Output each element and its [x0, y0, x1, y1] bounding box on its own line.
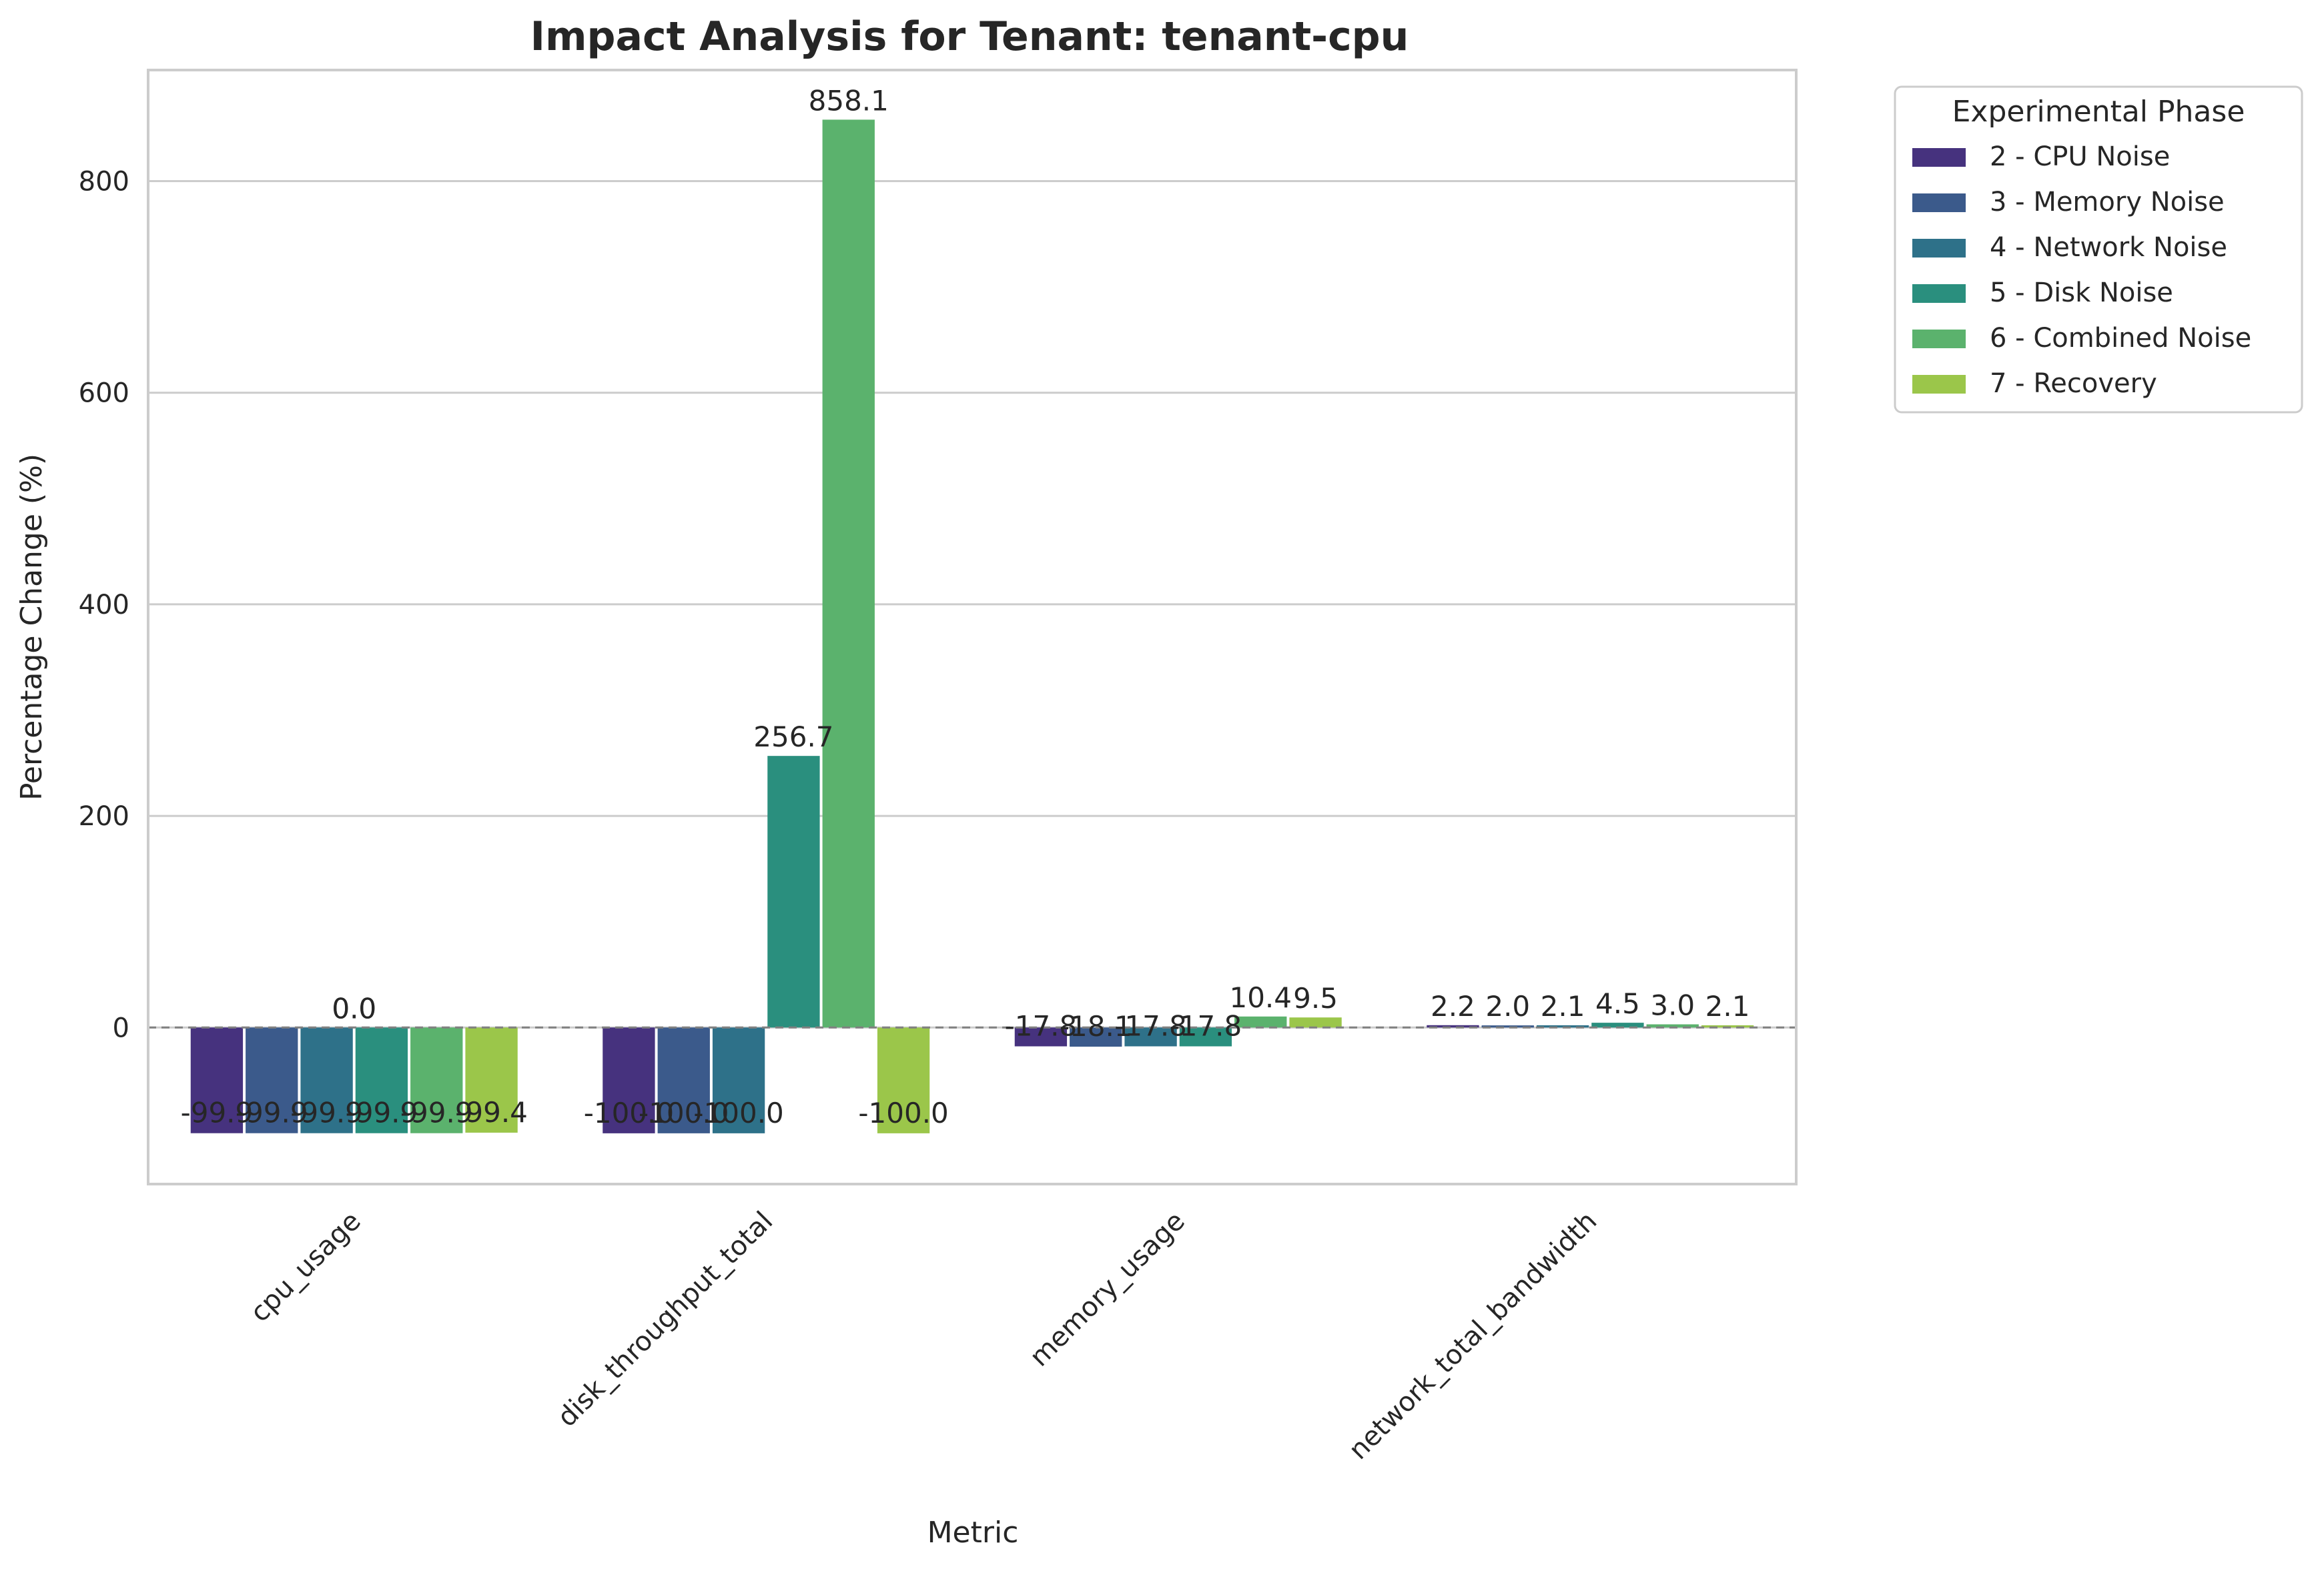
- bar-value-label: 256.7: [753, 720, 833, 753]
- bar-value-label: 2.2: [1431, 990, 1475, 1023]
- legend-label: 6 - Combined Noise: [1990, 323, 2251, 354]
- y-axis-title: Percentage Change (%): [15, 454, 49, 801]
- chart-title: Impact Analysis for Tenant: tenant-cpu: [530, 13, 1409, 60]
- y-tick-label: 0: [113, 1013, 129, 1043]
- bar-value-label: -100.0: [693, 1097, 783, 1129]
- legend-swatch: [1912, 239, 1966, 257]
- bar-value-label: 2.0: [1485, 990, 1530, 1023]
- x-tick-label: cpu_usage: [244, 1206, 366, 1328]
- bar-value-label: 2.1: [1705, 990, 1750, 1023]
- bar-value-label: 858.1: [809, 84, 889, 117]
- bar: [1234, 1017, 1286, 1027]
- legend-swatch: [1912, 330, 1966, 348]
- bar: [767, 756, 819, 1027]
- legend-swatch: [1912, 148, 1966, 167]
- bar-value-label: 4.5: [1595, 987, 1640, 1020]
- bar-value-label: -99.4: [455, 1096, 528, 1129]
- bar-value-label: -100.0: [858, 1097, 948, 1129]
- bars: [191, 119, 1754, 1133]
- legend-swatch: [1912, 284, 1966, 303]
- bar: [823, 119, 875, 1027]
- legend-swatch: [1912, 193, 1966, 212]
- bar-value-label: 3.0: [1650, 989, 1695, 1022]
- legend-label: 5 - Disk Noise: [1990, 278, 2173, 308]
- y-tick-label: 600: [79, 378, 129, 409]
- bar-value-label: 9.5: [1293, 982, 1338, 1015]
- grid-lines: [148, 181, 1796, 1028]
- bar-value-label: 2.1: [1541, 990, 1585, 1023]
- legend-label: 7 - Recovery: [1990, 368, 2157, 399]
- legend-label: 4 - Network Noise: [1990, 232, 2227, 263]
- x-tick-label: disk_throughput_total: [552, 1206, 779, 1434]
- y-tick-label: 400: [79, 590, 129, 620]
- legend-swatch: [1912, 375, 1966, 394]
- legend-title: Experimental Phase: [1952, 95, 2245, 129]
- legend: Experimental Phase 2 - CPU Noise 3 - Memo…: [1895, 87, 2302, 412]
- legend-label: 2 - CPU Noise: [1990, 141, 2170, 172]
- bar-value-label: 10.4: [1229, 981, 1292, 1014]
- legend-label: 3 - Memory Noise: [1990, 187, 2225, 217]
- x-tick-labels: cpu_usage disk_throughput_total memory_usa…: [244, 1206, 1603, 1466]
- bar-labels: -99.9 -100.0-17.82.2-99.9 -100.0-18.12.0-9…: [181, 84, 1750, 1129]
- zero-value-label: 0.0: [332, 992, 376, 1025]
- x-tick-label: network_total_bandwidth: [1343, 1206, 1603, 1466]
- bar-value-label: -17.8: [1170, 1010, 1242, 1043]
- y-tick-labels: 0 200 400 600 800: [79, 167, 129, 1044]
- x-tick-label: memory_usage: [1024, 1206, 1191, 1373]
- x-axis-title: Metric: [927, 1516, 1019, 1550]
- y-tick-label: 800: [79, 167, 129, 197]
- bar: [1289, 1017, 1341, 1027]
- y-tick-label: 200: [79, 801, 129, 832]
